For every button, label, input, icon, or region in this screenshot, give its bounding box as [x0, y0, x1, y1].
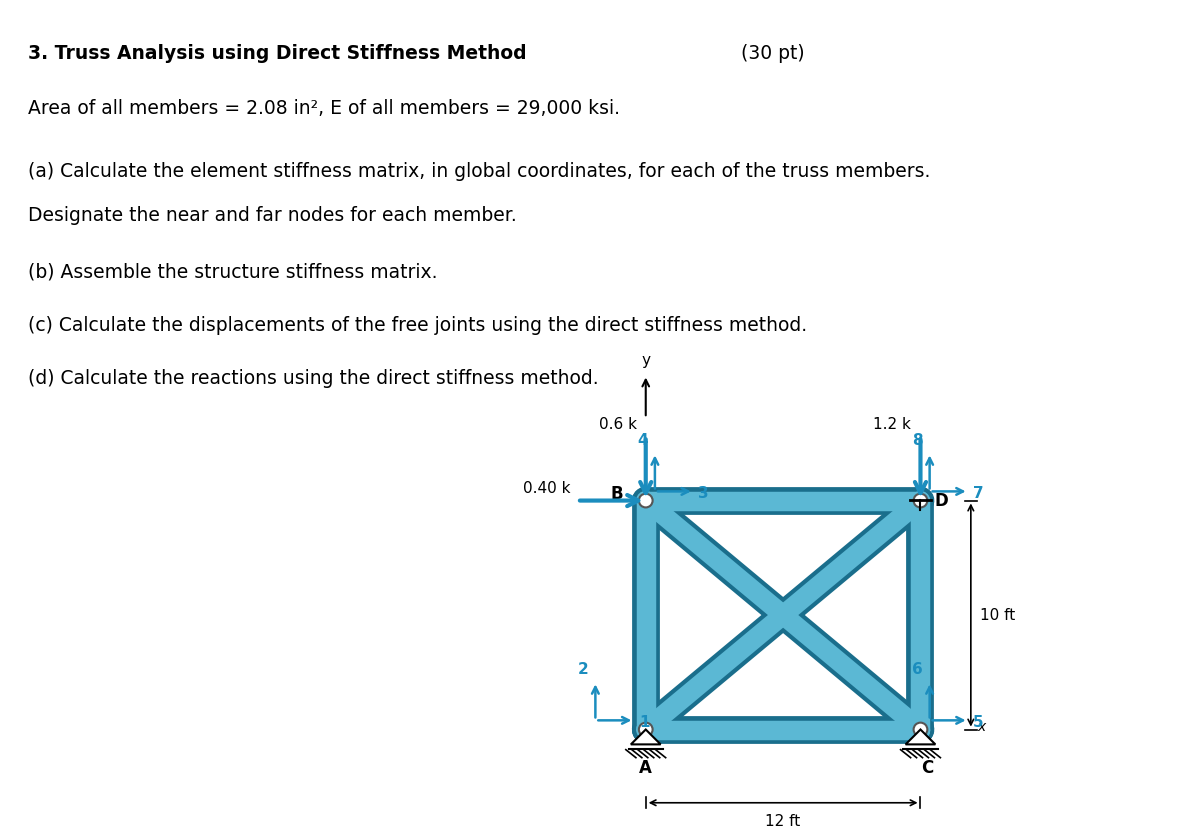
Text: 1: 1 — [639, 715, 649, 730]
Text: (d) Calculate the reactions using the direct stiffness method.: (d) Calculate the reactions using the di… — [28, 369, 598, 388]
Polygon shape — [630, 730, 660, 745]
Text: 2: 2 — [578, 662, 589, 677]
Text: 4: 4 — [638, 433, 648, 448]
Text: 1.2 k: 1.2 k — [873, 417, 911, 432]
Text: (30 pt): (30 pt) — [735, 44, 805, 63]
Text: 12 ft: 12 ft — [766, 814, 801, 829]
Text: (b) Assemble the structure stiffness matrix.: (b) Assemble the structure stiffness mat… — [28, 262, 437, 281]
Circle shape — [639, 494, 653, 507]
Text: C: C — [921, 759, 934, 777]
Text: x: x — [978, 721, 986, 734]
Text: A: A — [639, 759, 652, 777]
Text: 5: 5 — [973, 715, 984, 730]
Text: 8: 8 — [912, 433, 923, 448]
Text: 0.40 k: 0.40 k — [523, 481, 570, 496]
Text: y: y — [641, 353, 651, 368]
Text: D: D — [934, 491, 948, 510]
Text: 3. Truss Analysis using Direct Stiffness Method: 3. Truss Analysis using Direct Stiffness… — [28, 44, 526, 63]
Text: 0.6 k: 0.6 k — [598, 417, 636, 432]
Text: B: B — [610, 485, 623, 503]
Circle shape — [914, 494, 928, 507]
Circle shape — [639, 722, 653, 736]
Text: Area of all members = 2.08 in², E of all members = 29,000 ksi.: Area of all members = 2.08 in², E of all… — [28, 99, 620, 118]
Text: 7: 7 — [973, 486, 984, 501]
Text: 10 ft: 10 ft — [980, 607, 1016, 622]
Circle shape — [914, 722, 928, 736]
Text: 6: 6 — [912, 662, 923, 677]
Text: (a) Calculate the element stiffness matrix, in global coordinates, for each of t: (a) Calculate the element stiffness matr… — [28, 162, 930, 181]
Polygon shape — [905, 730, 935, 745]
Text: (c) Calculate the displacements of the free joints using the direct stiffness me: (c) Calculate the displacements of the f… — [28, 316, 807, 335]
Text: Designate the near and far nodes for each member.: Designate the near and far nodes for eac… — [28, 206, 517, 225]
Text: 3: 3 — [698, 486, 709, 501]
